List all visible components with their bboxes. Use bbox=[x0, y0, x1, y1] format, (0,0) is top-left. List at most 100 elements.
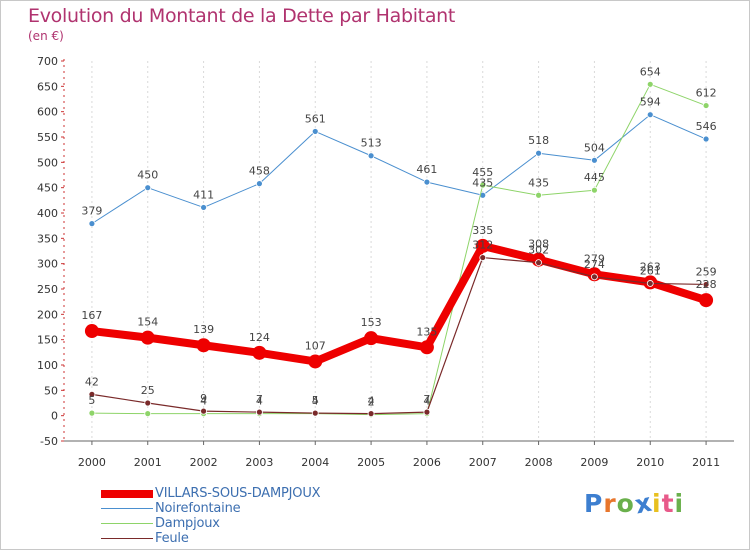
x-tick-label: 2005 bbox=[357, 456, 385, 469]
x-tick-label: 2008 bbox=[525, 456, 553, 469]
data-label: 335 bbox=[472, 224, 493, 237]
y-tick-label: 350 bbox=[37, 232, 58, 245]
data-point bbox=[702, 281, 710, 288]
data-point bbox=[88, 409, 96, 417]
logo-letter: o bbox=[616, 489, 635, 518]
data-point bbox=[367, 152, 375, 160]
series-line-3 bbox=[91, 256, 707, 415]
legend-label-noirefontaine: Noirefontaine bbox=[155, 501, 241, 516]
legend-swatch-dampjoux bbox=[101, 523, 153, 524]
data-label: 25 bbox=[141, 384, 155, 397]
data-label: 308 bbox=[528, 238, 549, 251]
legend-label-villars: VILLARS-SOUS-DAMPJOUX bbox=[155, 486, 321, 501]
data-label: 302 bbox=[528, 244, 549, 257]
data-label: 411 bbox=[193, 188, 214, 201]
data-label: 458 bbox=[249, 165, 270, 178]
data-point bbox=[308, 354, 323, 369]
logo-letter: r bbox=[603, 489, 617, 518]
data-label: 461 bbox=[416, 163, 437, 176]
data-label: 4 bbox=[312, 395, 319, 408]
data-point bbox=[479, 191, 487, 199]
data-point bbox=[702, 135, 710, 143]
data-label: 9 bbox=[200, 392, 207, 405]
data-point bbox=[702, 102, 710, 109]
y-tick-label: -50 bbox=[40, 435, 58, 448]
x-tick-label: 2011 bbox=[692, 456, 720, 469]
series-line-0 bbox=[91, 241, 708, 366]
x-tick-label: 2006 bbox=[413, 456, 441, 469]
data-point bbox=[84, 324, 99, 339]
data-label: 107 bbox=[305, 339, 326, 352]
data-point bbox=[646, 80, 654, 88]
y-tick-label: 600 bbox=[37, 106, 58, 119]
data-label: 261 bbox=[640, 264, 661, 277]
y-tick-label: 150 bbox=[37, 334, 58, 347]
data-point bbox=[88, 390, 96, 398]
data-point bbox=[699, 293, 714, 308]
y-tick-label: 450 bbox=[37, 182, 58, 195]
legend-label-feule: Feule bbox=[155, 531, 189, 546]
y-tick-label: 650 bbox=[37, 80, 58, 93]
data-point bbox=[364, 331, 379, 346]
data-label: 4 bbox=[423, 395, 430, 408]
data-point bbox=[196, 338, 211, 353]
data-label: 546 bbox=[696, 120, 717, 133]
data-label: 263 bbox=[640, 260, 661, 273]
y-tick-label: 250 bbox=[37, 283, 58, 296]
data-label: 379 bbox=[81, 205, 102, 218]
y-tick-label: 700 bbox=[37, 55, 58, 68]
chart-subtitle: (en €) bbox=[28, 29, 64, 43]
logo-letter: i bbox=[674, 489, 685, 518]
data-label: 518 bbox=[528, 134, 549, 147]
x-tick-label: 2000 bbox=[78, 456, 106, 469]
legend-swatch-feule bbox=[101, 538, 153, 539]
data-point bbox=[535, 259, 542, 267]
logo-letter: t bbox=[661, 489, 675, 518]
data-label: 274 bbox=[584, 258, 605, 271]
data-label: 5 bbox=[88, 394, 95, 407]
data-point bbox=[140, 330, 155, 345]
x-tick-label: 2001 bbox=[134, 456, 162, 469]
x-tick-label: 2009 bbox=[580, 456, 608, 469]
data-point bbox=[646, 111, 654, 119]
logo-letter: i bbox=[652, 489, 662, 518]
data-point bbox=[367, 410, 375, 418]
data-point bbox=[200, 204, 207, 211]
y-tick-label: 400 bbox=[37, 207, 58, 220]
data-point bbox=[591, 156, 598, 164]
data-label: 312 bbox=[472, 239, 493, 252]
data-point bbox=[479, 254, 487, 261]
y-tick-label: 300 bbox=[37, 258, 58, 271]
data-point bbox=[479, 181, 487, 189]
data-label: 259 bbox=[696, 265, 717, 278]
logo-letter: P bbox=[584, 489, 604, 518]
legend-swatch-villars bbox=[101, 490, 153, 498]
y-tick-label: 100 bbox=[37, 359, 58, 372]
data-label: 435 bbox=[528, 176, 549, 189]
data-point bbox=[144, 410, 152, 418]
y-tick-label: 50 bbox=[44, 384, 58, 397]
data-label: 450 bbox=[137, 169, 158, 182]
data-point bbox=[256, 180, 263, 188]
data-point bbox=[256, 408, 263, 416]
data-point bbox=[423, 408, 431, 416]
series-line-2 bbox=[91, 83, 707, 416]
data-point bbox=[200, 407, 207, 415]
data-label: 7 bbox=[423, 393, 430, 406]
data-label: 135 bbox=[416, 325, 437, 338]
x-tick-label: 2007 bbox=[469, 456, 497, 469]
data-label: 445 bbox=[584, 171, 605, 184]
data-label: 594 bbox=[640, 96, 661, 109]
x-tick-label: 2002 bbox=[190, 456, 218, 469]
data-label: 2 bbox=[368, 396, 375, 409]
y-tick-label: 200 bbox=[37, 308, 58, 321]
data-label: 279 bbox=[584, 252, 605, 265]
data-label: 42 bbox=[85, 375, 99, 388]
data-label: 228 bbox=[696, 278, 717, 291]
data-point bbox=[419, 340, 434, 355]
data-label: 167 bbox=[81, 309, 102, 322]
data-label: 455 bbox=[472, 166, 493, 179]
x-tick-label: 2004 bbox=[301, 456, 329, 469]
